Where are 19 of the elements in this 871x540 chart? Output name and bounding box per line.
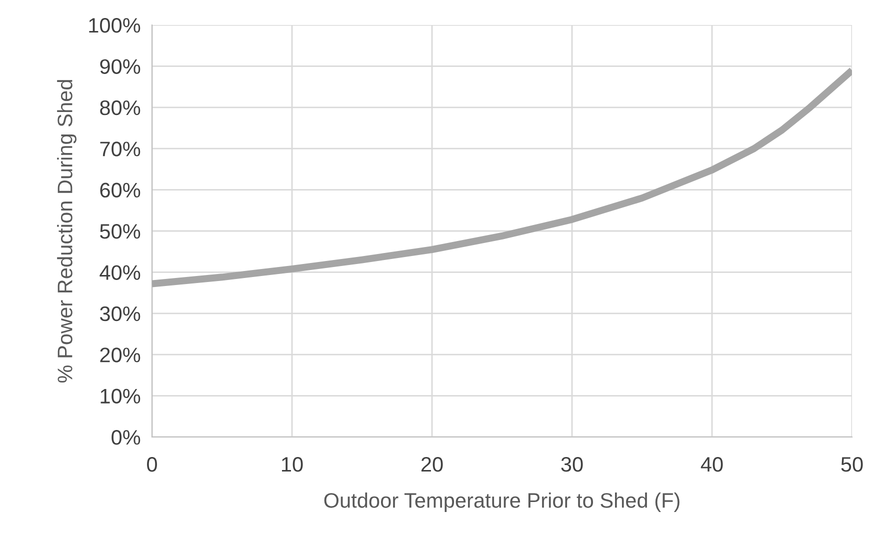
y-tick-label: 100% <box>89 18 140 33</box>
x-axis-title: Outdoor Temperature Prior to Shed (F) <box>324 492 680 512</box>
y-tick-label: 0% <box>112 430 140 445</box>
x-tick-label: 10 <box>282 456 303 472</box>
y-tick-label: 50% <box>100 224 140 239</box>
x-tick-label: 40 <box>700 456 723 472</box>
x-tick-label: 30 <box>561 456 583 472</box>
y-tick-label: 40% <box>100 265 140 280</box>
x-tick-label: 0 <box>147 456 157 472</box>
y-tick-label: 10% <box>100 388 140 404</box>
y-tick-label: 20% <box>100 348 140 362</box>
y-tick-label: 80% <box>100 100 140 116</box>
y-tick-label: 30% <box>100 306 140 322</box>
y-tick-label: 70% <box>100 142 140 156</box>
x-tick-label: 50 <box>841 456 863 472</box>
y-tick-label: 90% <box>100 59 140 74</box>
x-tick-label: 20 <box>421 456 443 472</box>
y-axis-title: % Power Reduction During Shed <box>57 80 76 383</box>
y-tick-label: 60% <box>100 182 140 198</box>
